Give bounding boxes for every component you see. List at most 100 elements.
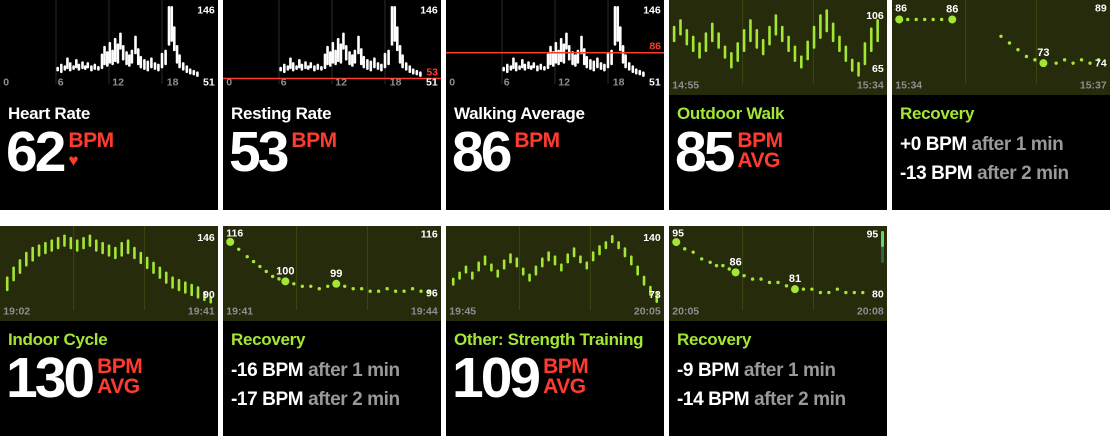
svg-text:18: 18 [613, 77, 625, 89]
svg-text:86: 86 [946, 3, 958, 15]
svg-text:20:08: 20:08 [857, 305, 884, 317]
recovery-line: -13 BPM after 2 min [900, 160, 1102, 189]
walking-average-card[interactable]: 86 146 51 0 6 12 18 Walking Average 86 BPM [446, 0, 664, 210]
indoor-cycle-chart: 146 90 19:02 19:41 [0, 226, 218, 321]
recovery-delta: -17 BPM [231, 388, 304, 410]
recovery-delta: -16 BPM [231, 360, 304, 381]
resting-rate-card[interactable]: 53 146 51 0 6 12 18 Resting Rate 53 BPM [223, 0, 441, 210]
svg-text:14:55: 14:55 [672, 79, 699, 91]
outdoor-walk-card[interactable]: 106 65 14:55 15:34 Outdoor Walk 85 BPM AVG [669, 0, 887, 210]
svg-text:86: 86 [729, 256, 741, 268]
value-row: 86 BPM [446, 120, 664, 184]
recovery-lines: -16 BPM after 1 min -17 BPM after 2 min [223, 350, 441, 414]
svg-text:86: 86 [895, 2, 907, 14]
card-title: Resting Rate [231, 104, 332, 123]
svg-text:95: 95 [867, 228, 879, 240]
svg-text:19:41: 19:41 [226, 305, 253, 317]
svg-text:12: 12 [335, 77, 347, 89]
value-row: 130 BPM AVG [0, 346, 218, 410]
recovery-line: -14 BPM after 2 min [677, 386, 879, 415]
card-title: Recovery [677, 330, 752, 349]
bpm-value: 62 [6, 120, 66, 184]
svg-text:146: 146 [197, 4, 215, 16]
recovery-lines: -9 BPM after 1 min -14 BPM after 2 min [669, 350, 887, 414]
svg-text:19:02: 19:02 [3, 305, 30, 317]
svg-text:53: 53 [426, 66, 438, 78]
recovery-after-label: after 1 min [308, 360, 400, 381]
svg-text:20:05: 20:05 [634, 305, 661, 317]
svg-text:15:34: 15:34 [857, 79, 884, 91]
bpm-unit-label: BPM [291, 129, 337, 152]
heart-icon: ♥ [68, 150, 79, 170]
svg-text:19:41: 19:41 [188, 305, 215, 317]
svg-text:51: 51 [203, 77, 215, 89]
svg-text:146: 146 [197, 232, 215, 244]
svg-text:86: 86 [649, 41, 661, 53]
svg-text:20:05: 20:05 [672, 305, 699, 317]
strength-training-card[interactable]: 140 73 19:45 20:05 Other: Strength Training… [446, 226, 664, 436]
heart-rate-chart: 146 51 0 6 12 18 [0, 0, 218, 95]
svg-text:73: 73 [1037, 47, 1049, 59]
bpm-value: 53 [229, 120, 289, 184]
card-title: Other: Strength Training [454, 330, 644, 349]
unit-column: BPM AVG [737, 129, 783, 172]
svg-text:74: 74 [1095, 58, 1107, 70]
svg-text:116: 116 [421, 228, 438, 240]
value-row: 53 BPM [223, 120, 441, 184]
bpm-unit-label: BPM [737, 129, 783, 152]
bpm-unit-label: AVG [737, 148, 780, 172]
recovery-cycle-card[interactable]: 100 99 116 116 96 19:41 19:44 Recovery -16 BPM… [223, 226, 441, 436]
svg-text:15:34: 15:34 [895, 79, 922, 91]
bpm-unit-label: BPM [514, 129, 560, 152]
svg-text:80: 80 [872, 288, 884, 300]
svg-text:0: 0 [226, 77, 232, 89]
recovery-delta: -9 BPM [677, 360, 739, 381]
svg-text:6: 6 [504, 77, 510, 89]
resting-rate-chart: 53 146 51 0 6 12 18 [223, 0, 441, 95]
bpm-value: 86 [452, 120, 512, 184]
recovery-strength-card[interactable]: 86 81 95 95 80 20:05 20:08 Recovery -9 BPM aft… [669, 226, 887, 436]
recovery-delta: -13 BPM [900, 162, 973, 184]
svg-text:95: 95 [672, 227, 684, 239]
svg-text:6: 6 [58, 77, 64, 89]
indoor-cycle-card[interactable]: 146 90 19:02 19:41 Indoor Cycle 130 BPM AVG [0, 226, 218, 436]
value-row: 85 BPM AVG [669, 121, 887, 184]
bpm-unit-label: BPM [68, 129, 114, 152]
svg-text:65: 65 [872, 63, 884, 75]
svg-text:106: 106 [866, 10, 884, 22]
recovery-after-label: after 1 min [971, 134, 1064, 155]
svg-text:51: 51 [649, 77, 661, 89]
card-title: Heart Rate [8, 104, 91, 123]
recovery-line: -16 BPM after 1 min [231, 357, 433, 386]
svg-text:140: 140 [643, 232, 661, 244]
svg-text:19:45: 19:45 [449, 305, 476, 317]
bpm-unit-label: AVG [543, 374, 586, 398]
heart-rate-card[interactable]: 146 51 0 6 12 18 Heart Rate 62 BPM ♥ [0, 0, 218, 210]
recovery-line: +0 BPM after 1 min [900, 131, 1102, 160]
value-row: 62 BPM ♥ [0, 120, 218, 184]
bpm-value: 109 [452, 346, 541, 410]
recovery-walk-card[interactable]: 86 73 86 89 74 15:34 15:37 Recovery +0 BPM aft… [892, 0, 1110, 210]
recovery-delta: -14 BPM [677, 388, 750, 410]
card-title: Outdoor Walk [677, 104, 785, 123]
recovery-after-label: after 2 min [754, 388, 846, 410]
svg-text:12: 12 [558, 77, 570, 89]
recovery-line: -9 BPM after 1 min [677, 357, 879, 386]
recovery-line: -17 BPM after 2 min [231, 386, 433, 415]
recovery-after-label: after 1 min [743, 360, 836, 381]
svg-text:18: 18 [390, 77, 402, 89]
recovery-delta: +0 BPM [900, 134, 967, 155]
svg-text:6: 6 [281, 77, 287, 89]
svg-text:146: 146 [420, 4, 438, 16]
svg-text:90: 90 [203, 289, 215, 301]
unit-column: BPM ♥ [68, 129, 114, 170]
recovery-strength-chart: 86 81 95 95 80 20:05 20:08 [669, 226, 887, 321]
bpm-value: 130 [6, 346, 95, 410]
svg-text:89: 89 [1095, 2, 1107, 14]
svg-text:100: 100 [276, 265, 294, 277]
svg-text:12: 12 [112, 77, 124, 89]
svg-text:0: 0 [449, 77, 455, 89]
recovery-lines: +0 BPM after 1 min -13 BPM after 2 min [892, 124, 1110, 188]
svg-text:19:44: 19:44 [411, 305, 438, 317]
svg-text:15:37: 15:37 [1080, 79, 1107, 91]
